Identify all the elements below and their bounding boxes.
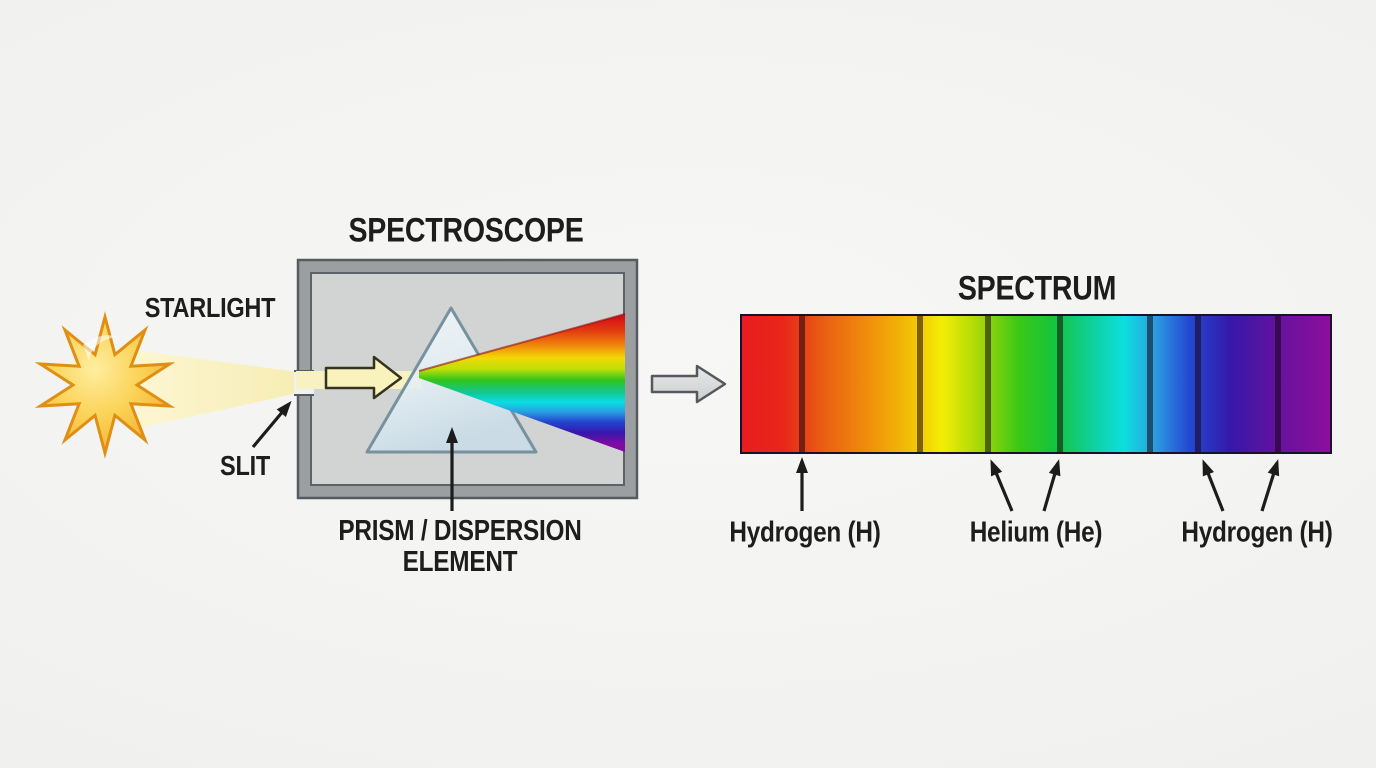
prism-label-line1: PRISM / DISPERSION [338,515,582,547]
output-arrow-icon [650,364,727,404]
spectrum-pointer-arrow [1202,459,1225,512]
absorption-line [1275,316,1281,452]
absorption-line [1147,316,1153,452]
spectroscope-title: SPECTROSCOPE [348,211,584,250]
element-label: Hydrogen (H) [1181,516,1333,549]
spectrum-pointer-arrow [1260,459,1280,512]
spectrum-pointer-arrow [1042,459,1061,512]
absorption-line [985,316,991,452]
spectrum-bar [740,314,1332,454]
slit-label: SLIT [220,450,270,481]
spectrum-title: SPECTRUM [957,269,1117,308]
spectrum-pointer-arrow [990,459,1014,512]
star-icon [34,311,176,459]
beam-arrow-icon [324,355,403,400]
light-beam [134,350,298,428]
starlight-label: STARLIGHT [144,292,276,323]
absorption-line [799,316,805,452]
dispersed-rainbow [418,313,626,452]
absorption-line [1195,316,1201,452]
absorption-line [1057,316,1063,452]
absorption-line [917,316,923,452]
prism-label-line2: ELEMENT [402,546,518,578]
prism-label: PRISM / DISPERSION ELEMENT [338,516,581,578]
element-label: Hydrogen (H) [729,516,881,549]
slit-pointer-arrow [251,400,292,449]
element-label: Helium (He) [969,516,1103,549]
